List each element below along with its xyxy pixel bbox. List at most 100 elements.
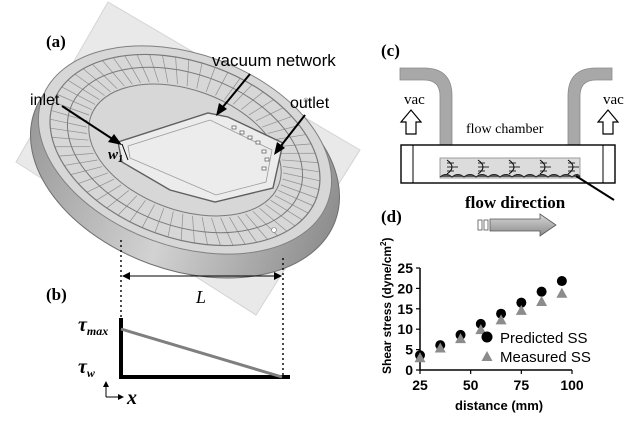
vacuum-groove bbox=[74, 73, 105, 96]
panel-a-letter: (a) bbox=[46, 32, 66, 51]
legend-measured-marker bbox=[481, 351, 493, 361]
vacuum-groove bbox=[259, 207, 288, 232]
rim-marker bbox=[303, 97, 309, 103]
flow-arrow-tail-segment bbox=[477, 219, 483, 231]
inlet-arrowhead bbox=[108, 134, 122, 145]
vacuum-groove bbox=[255, 107, 284, 122]
coord-arrowhead-up bbox=[103, 381, 109, 387]
measured-ss-point bbox=[515, 304, 527, 315]
legend-measured-label: Measured SS bbox=[500, 349, 591, 366]
measured-ss-point bbox=[475, 324, 487, 335]
vacuum-groove bbox=[245, 213, 268, 240]
vacuum-groove bbox=[175, 56, 178, 85]
vacuum-groove bbox=[136, 54, 150, 83]
predicted-ss-point bbox=[556, 276, 567, 287]
vacuum-network-arrowhead bbox=[216, 103, 227, 116]
vacuum-groove bbox=[92, 63, 118, 89]
vacuum-groove bbox=[50, 118, 87, 128]
vacuum-groove bbox=[129, 200, 146, 222]
vacuum-groove bbox=[53, 101, 90, 116]
vacuum-groove bbox=[196, 62, 203, 89]
vacuum-groove bbox=[211, 217, 221, 246]
vacuum-groove bbox=[265, 204, 296, 227]
vacuum-groove bbox=[232, 84, 253, 105]
vacuum-network-grooves bbox=[50, 54, 320, 246]
panel-a: (a) vacuum network inlet outlet w1 bbox=[15, 1, 361, 316]
vacuum-groove bbox=[278, 190, 314, 207]
y-ticks: 0 5 10 15 20 25 bbox=[397, 260, 420, 378]
vac-left-label: vac bbox=[404, 92, 425, 108]
inlet-pointer bbox=[61, 105, 115, 141]
vacuum-groove bbox=[78, 172, 108, 184]
w1-dimension-line bbox=[121, 143, 129, 161]
vacuum-groove bbox=[67, 79, 100, 101]
rim-marker bbox=[271, 227, 277, 233]
tau-max-label: τmax bbox=[78, 314, 108, 338]
vacuum-groove bbox=[96, 184, 122, 201]
y-tick-label: 0 bbox=[405, 362, 413, 378]
measured-ss-point bbox=[414, 352, 426, 363]
flow-arrow-tail-segment bbox=[483, 219, 489, 231]
measured-ss-point bbox=[434, 342, 446, 353]
outlet-arrowhead bbox=[274, 142, 285, 155]
vacuum-network-label: vacuum network bbox=[212, 51, 336, 70]
panel-b: (b) L τmax τw x bbox=[46, 240, 290, 409]
vacuum-ring-mid bbox=[66, 66, 304, 234]
vacuum-groove bbox=[282, 178, 319, 190]
outlet-pointer bbox=[279, 114, 306, 148]
panel-d-letter: (d) bbox=[381, 207, 402, 226]
flow-direction-arrow bbox=[489, 213, 557, 237]
x-coordinate-label: x bbox=[126, 387, 137, 409]
predicted-ss-point bbox=[516, 297, 527, 308]
vacuum-ring-inner bbox=[88, 83, 282, 217]
vacuum-groove bbox=[82, 68, 111, 93]
outlet-label: outlet bbox=[290, 95, 330, 112]
vacuum-groove bbox=[154, 208, 165, 233]
legend: Predicted SS Measured SS bbox=[481, 330, 591, 366]
x-tick-label: 75 bbox=[514, 377, 530, 393]
vacuum-groove bbox=[262, 116, 292, 128]
vac-right-label: vac bbox=[603, 92, 624, 108]
x-axis-label: distance (mm) bbox=[455, 398, 543, 413]
panel-c-letter: (c) bbox=[381, 41, 400, 60]
x-ticks: 25 50 75 100 bbox=[412, 370, 584, 393]
legend-predicted-marker bbox=[481, 331, 493, 343]
flow-direction-label: flow direction bbox=[465, 193, 566, 212]
vacuum-groove bbox=[274, 195, 309, 214]
predicted-ss-point bbox=[475, 318, 486, 329]
measured-ss-point bbox=[455, 333, 467, 344]
y-tick-label: 10 bbox=[397, 321, 413, 337]
vacuum-groove bbox=[267, 125, 300, 134]
x-tick-label: 25 bbox=[412, 377, 428, 393]
vacuum-groove bbox=[215, 72, 229, 96]
vacuum-groove bbox=[237, 215, 258, 243]
vacuum-groove bbox=[51, 137, 89, 141]
vacuum-groove bbox=[162, 55, 169, 83]
length-arrowhead-left bbox=[122, 272, 130, 280]
vacuum-network-pointer bbox=[221, 73, 251, 109]
vacuum-groove bbox=[270, 199, 303, 221]
vacuum-groove bbox=[192, 215, 195, 244]
predicted-ss-point bbox=[536, 286, 547, 297]
vacuum-groove bbox=[149, 54, 159, 83]
vacuum-groove bbox=[229, 216, 246, 245]
vacuum-groove bbox=[70, 166, 103, 175]
panel-b-letter: (b) bbox=[46, 285, 67, 304]
panel-c: (c) vac vac flow chamber flow direction bbox=[381, 41, 624, 237]
vacuum-groove bbox=[117, 195, 138, 216]
vacuum-groove bbox=[167, 211, 174, 238]
y-tick-label: 15 bbox=[397, 301, 413, 317]
vacuum-groove bbox=[124, 55, 141, 84]
tau-w-label: τw bbox=[78, 356, 96, 380]
vacuum-groove bbox=[282, 166, 320, 173]
vacuum-groove bbox=[58, 153, 94, 157]
vac-right-arrow bbox=[596, 109, 620, 135]
measured-ss-point bbox=[536, 295, 548, 306]
vacuum-groove bbox=[112, 57, 133, 85]
outlet-ports bbox=[231, 125, 270, 171]
cell-monolayer bbox=[439, 174, 581, 178]
vacuum-groove bbox=[56, 93, 92, 110]
vacuum-groove bbox=[224, 78, 241, 100]
vacuum-groove bbox=[141, 204, 155, 228]
panel-d: (d) 0 5 10 15 20 25 25 50 75 100 Shear stress (d… bbox=[379, 207, 591, 413]
